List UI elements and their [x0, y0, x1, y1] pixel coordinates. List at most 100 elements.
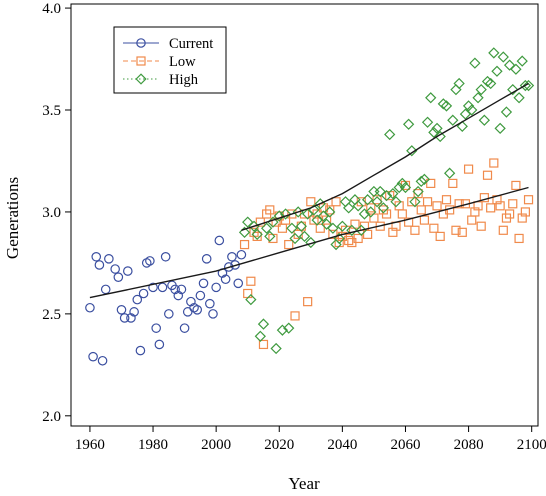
high-point: [358, 208, 371, 220]
low-point: [388, 227, 398, 237]
high-point: [384, 128, 396, 141]
legend-box: [113, 26, 227, 94]
low-point: [482, 170, 493, 180]
high-point: [494, 122, 506, 135]
low-point: [511, 180, 521, 191]
low-point: [476, 221, 486, 231]
high-point: [264, 230, 276, 243]
high-point: [339, 196, 352, 208]
low-point: [303, 297, 313, 307]
x-tick-label: 2000: [201, 437, 231, 453]
low-point: [397, 209, 407, 219]
y-tick-label: 4.0: [42, 1, 61, 17]
current-point: [220, 274, 231, 285]
legend: Current Low High: [113, 26, 227, 94]
current-point: [236, 249, 247, 260]
low-point: [239, 239, 250, 250]
high-point: [516, 55, 528, 67]
high-point: [481, 75, 494, 88]
current-point: [100, 284, 111, 295]
high-point: [251, 228, 263, 241]
high-point: [371, 196, 383, 208]
high-point: [273, 210, 285, 222]
high-point: [522, 79, 535, 92]
current-point: [208, 309, 218, 319]
low-point: [426, 178, 436, 189]
high-point: [425, 92, 437, 104]
current-trend-line: [89, 186, 529, 299]
low-point: [350, 219, 360, 229]
current-point: [151, 323, 161, 333]
high-point: [305, 236, 317, 249]
current-point: [119, 313, 130, 323]
plot-area: [85, 47, 535, 366]
x-tick-label: 2100: [517, 437, 546, 453]
high-point: [374, 185, 386, 198]
x-tick-label: 2020: [264, 437, 294, 453]
current-point: [192, 304, 203, 315]
low-point: [290, 311, 300, 321]
current-point: [205, 298, 215, 309]
high-trend-line: [241, 82, 529, 231]
low-point: [508, 199, 518, 209]
low-point: [306, 197, 316, 207]
high-point: [380, 189, 393, 202]
low-point: [448, 178, 458, 189]
low-point: [514, 233, 524, 244]
low-point: [331, 197, 341, 207]
high-point: [283, 322, 295, 334]
high-point: [503, 59, 516, 71]
low-point: [473, 201, 483, 211]
high-point: [270, 342, 282, 355]
current-point: [116, 304, 127, 315]
high-point: [469, 57, 481, 69]
current-point: [132, 294, 143, 305]
high-point: [488, 47, 500, 59]
legend-label-high: High: [169, 72, 199, 88]
high-point: [462, 100, 475, 112]
y-tick-label: 2.0: [42, 409, 61, 425]
high-point: [324, 206, 336, 218]
legend-marker-high: [135, 73, 147, 85]
current-point: [233, 278, 244, 289]
high-point: [478, 114, 491, 126]
legend-label-current: Current: [169, 36, 213, 52]
high-point: [444, 167, 456, 179]
high-point: [402, 118, 415, 130]
low-point: [505, 209, 515, 219]
high-point: [453, 77, 465, 90]
current-point: [91, 251, 102, 262]
current-point: [113, 272, 124, 282]
current-point: [145, 256, 155, 266]
low-point: [457, 227, 467, 237]
high-point: [276, 324, 289, 336]
high-point: [491, 65, 503, 77]
current-point: [186, 296, 196, 307]
low-point: [467, 215, 477, 225]
high-point: [343, 202, 355, 214]
high-point: [456, 120, 468, 132]
low-point: [410, 225, 420, 235]
high-point: [286, 222, 298, 234]
high-point: [330, 238, 342, 251]
series-low: [239, 158, 534, 350]
low-point: [255, 217, 265, 227]
high-point: [475, 83, 487, 96]
current-point: [164, 309, 174, 319]
high-point: [415, 175, 427, 188]
high-point: [399, 181, 412, 194]
current-point: [138, 288, 149, 299]
high-point: [412, 185, 424, 198]
high-point: [361, 194, 374, 206]
low-point: [419, 215, 430, 225]
low-point: [463, 164, 474, 174]
current-point: [201, 254, 212, 264]
current-point: [129, 307, 139, 317]
low-point: [520, 207, 530, 217]
high-point: [507, 83, 519, 96]
y-tick-label: 3.5: [42, 103, 61, 119]
high-point: [242, 216, 254, 228]
current-point: [227, 251, 237, 262]
high-point: [260, 222, 273, 234]
high-point: [390, 196, 402, 208]
